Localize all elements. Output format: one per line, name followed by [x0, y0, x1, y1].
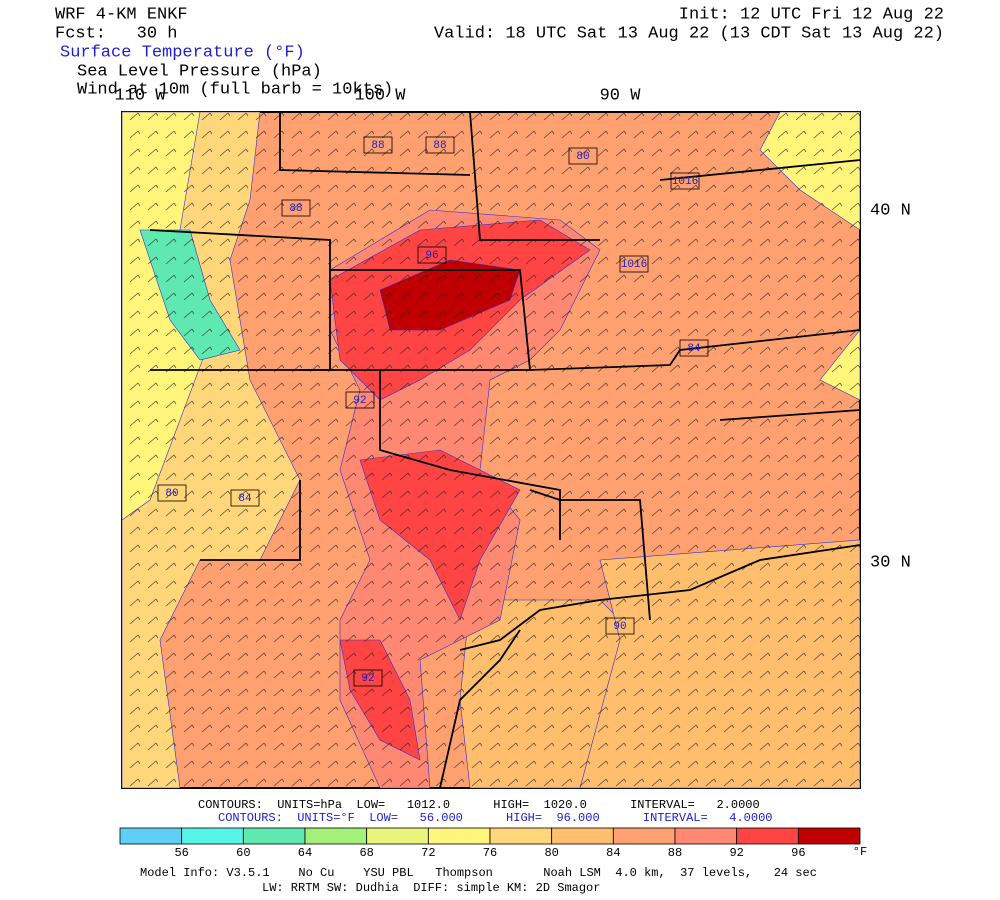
colorbar-unit: °F [853, 845, 867, 859]
contour-label-box [363, 136, 393, 154]
contour-label-box [568, 147, 598, 165]
longitude-label: 90 W [600, 86, 642, 105]
colorbar-tick-label: 76 [483, 846, 497, 860]
colorbar-tick-label: 88 [668, 846, 682, 860]
boundary [439, 629, 521, 789]
latitude-label: 30 N [870, 553, 911, 572]
contour-label-box [417, 246, 447, 264]
contour-label-box [670, 172, 700, 190]
valid-time: Valid: 18 UTC Sat 13 Aug 22 (13 CDT Sat … [434, 24, 944, 43]
contour-label-box [157, 484, 187, 502]
boundary [529, 489, 561, 501]
boundary [459, 544, 861, 651]
colorbar-box [736, 827, 799, 845]
contour-label: 88 [371, 140, 384, 152]
colorbar-tick-label: 60 [236, 846, 250, 860]
contour-label-box [605, 617, 635, 635]
contour-label-box [619, 255, 649, 273]
colorbar-box [427, 827, 491, 845]
init-time: Init: 12 UTC Fri 12 Aug 22 [679, 5, 944, 24]
map: 88 88 80 1016 88 96 1016 84 92 80 84 90 92 [121, 111, 861, 789]
boundary [149, 229, 331, 371]
wind-title: Wind at 10m (full barb = 10kts) [77, 80, 393, 99]
contour-label: 80 [576, 151, 589, 163]
contour-label-box [353, 669, 383, 687]
contour-label: 92 [361, 673, 374, 685]
boundary [279, 112, 471, 176]
contour-label: 84 [238, 493, 252, 505]
boundary [560, 499, 651, 621]
colorbar-tick-label: 84 [606, 846, 620, 860]
boundary [200, 480, 301, 561]
pressure-contour-info: CONTOURS: UNITS=hPa LOW= 1012.0 HIGH= 10… [198, 798, 760, 812]
contour-label: 90 [613, 621, 626, 633]
wind-barbs [122, 112, 860, 788]
contour-label: 88 [289, 203, 302, 215]
model-name: WRF 4-KM ENKF [55, 5, 188, 24]
contour-label: 84 [687, 343, 701, 355]
boundary [469, 111, 600, 241]
colorbar-box [242, 827, 306, 845]
boundary [529, 329, 861, 371]
colorbar-box [489, 827, 553, 845]
forecast-hour: Fcst: 30 h [55, 24, 177, 43]
model-info: Model Info: V3.5.1 No Cu YSU PBL Thompso… [140, 866, 817, 880]
colorbar-box [797, 827, 861, 845]
colorbar-tick-label: 68 [359, 846, 373, 860]
boundary [719, 409, 861, 421]
boundary [330, 269, 531, 371]
contour-label-box [230, 489, 260, 507]
contour-label-box [425, 136, 455, 154]
contour-label: 88 [433, 140, 446, 152]
colorbar-box [119, 827, 183, 845]
colorbar-tick-label: 92 [729, 846, 743, 860]
colorbar-box [674, 827, 738, 845]
contour-label: 80 [165, 488, 178, 500]
colorbar-tick-label: 72 [421, 846, 435, 860]
temperature-contour-info: CONTOURS: UNITS=°F LOW= 56.000 HIGH= 96.… [218, 811, 773, 825]
colorbar-tick-label: 56 [174, 846, 188, 860]
longitude-label: 110 W [114, 86, 166, 105]
contour-label: 1016 [672, 176, 698, 188]
contour-label: 92 [353, 395, 366, 407]
colorbar-box [181, 827, 244, 845]
pressure-title: Sea Level Pressure (hPa) [77, 62, 322, 81]
colorbar-box [612, 827, 676, 845]
contour-label-box [679, 339, 709, 357]
field-title: Surface Temperature (°F) [60, 43, 305, 62]
colorbar-box [304, 827, 368, 845]
contour-label: 1016 [621, 259, 647, 271]
colorbar-tick-label: 64 [298, 846, 312, 860]
boundary [659, 159, 861, 181]
contour-label-box [281, 199, 311, 217]
colorbar-tick-label: 96 [791, 846, 805, 860]
longitude-label: 100 W [354, 86, 406, 105]
physics-info: LW: RRTM SW: Dudhia DIFF: simple KM: 2D … [262, 881, 600, 895]
contour-label-box [345, 391, 375, 409]
latitude-label: 40 N [870, 201, 911, 220]
colorbar-tick-label: 80 [544, 846, 558, 860]
colorbar-box [366, 827, 429, 845]
colorbar-box [551, 827, 614, 845]
contour-label: 96 [425, 250, 438, 262]
boundary [379, 370, 561, 540]
